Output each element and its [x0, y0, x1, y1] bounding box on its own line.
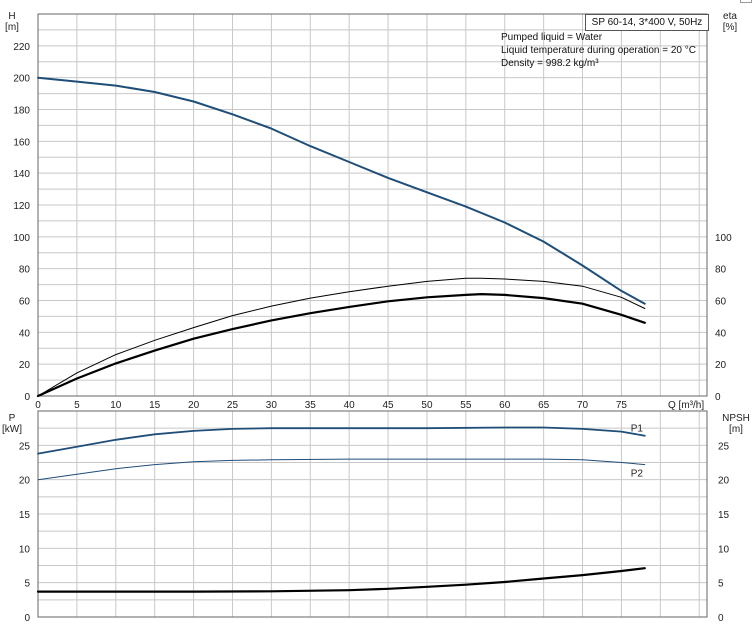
x-tick-label: 15 — [149, 400, 161, 411]
p2-curve — [37, 458, 646, 481]
x-tick-label: 60 — [499, 400, 511, 411]
y-tick-label: 220 — [13, 42, 30, 53]
x-tick-label: 70 — [577, 400, 589, 411]
y-tick-label: 20 — [19, 360, 31, 371]
npsh-curve — [36, 567, 646, 593]
npsh-tick-label: 15 — [718, 510, 730, 521]
y-tick-label: 180 — [13, 106, 30, 117]
liquid-info: Pumped liquid = Water Liquid temperature… — [501, 31, 696, 70]
y2-axis-label-eta: [%] — [723, 22, 738, 33]
p1-curve — [37, 426, 646, 455]
npsh-tick-label: 10 — [718, 544, 730, 555]
power-tick-label: 5 — [24, 579, 30, 590]
x-tick-label: 50 — [421, 400, 433, 411]
lower-plot-frame — [37, 410, 708, 618]
y2-tick-label: 0 — [715, 392, 721, 403]
x-tick-label: 20 — [188, 400, 200, 411]
window-corner-icon — [740, 0, 752, 3]
eta-pump-curve — [37, 277, 646, 397]
y2-tick-label: 80 — [715, 265, 727, 276]
x-tick-label: 35 — [305, 400, 317, 411]
y-tick-label: 120 — [13, 201, 30, 212]
y-tick-label: 140 — [13, 169, 30, 180]
y-axis-label-head: [m] — [5, 22, 19, 33]
y-tick-label: 0 — [24, 392, 30, 403]
y2-tick-label: 40 — [715, 328, 727, 339]
npsh-tick-label: 25 — [718, 441, 730, 452]
pump-title: SP 60-14, 3*400 V, 50Hz — [585, 14, 709, 31]
y2-axis-label-npsh: NPSH — [722, 413, 750, 424]
y-axis-label-power: [kW] — [2, 424, 22, 435]
x-tick-label: 40 — [344, 400, 356, 411]
y-tick-label: 40 — [19, 328, 31, 339]
y2-axis-label-npsh: [m] — [729, 424, 743, 435]
power-tick-label: 10 — [19, 544, 31, 555]
power-tick-label: 15 — [19, 510, 31, 521]
x-tick-label: 0 — [35, 400, 41, 411]
y2-axis-label-eta: eta — [723, 11, 737, 22]
eta-total-curve — [36, 293, 646, 398]
p2-series-label: P2 — [631, 469, 644, 480]
power-tick-label: 25 — [19, 441, 31, 452]
y-axis-label-head: H — [8, 11, 15, 22]
x-tick-label: 45 — [382, 400, 394, 411]
npsh-tick-label: 0 — [718, 613, 724, 624]
y2-tick-label: 60 — [715, 297, 727, 308]
npsh-tick-label: 20 — [718, 476, 730, 487]
y-axis-label-power: P — [9, 413, 16, 424]
power-tick-label: 0 — [24, 613, 30, 624]
pumped-liquid-text: Pumped liquid = Water — [501, 32, 603, 43]
x-axis-label: Q [m³/h] — [668, 400, 704, 411]
x-tick-label: 75 — [616, 400, 628, 411]
head-curve — [37, 76, 646, 305]
power-tick-label: 20 — [19, 476, 31, 487]
liquid-temperature-text: Liquid temperature during operation = 20… — [501, 45, 696, 56]
y2-tick-label: 20 — [715, 360, 727, 371]
y-tick-label: 200 — [13, 74, 30, 85]
npsh-tick-label: 5 — [718, 579, 724, 590]
y-tick-label: 100 — [13, 233, 30, 244]
x-tick-label: 65 — [538, 400, 550, 411]
x-tick-label: 10 — [110, 400, 122, 411]
x-tick-label: 30 — [266, 400, 278, 411]
density-text: Density = 998.2 kg/m³ — [501, 58, 599, 69]
y-tick-label: 80 — [19, 265, 31, 276]
y2-tick-label: 100 — [715, 233, 732, 244]
y-tick-label: 160 — [13, 137, 30, 148]
x-tick-label: 55 — [460, 400, 472, 411]
x-tick-label: 25 — [227, 400, 239, 411]
upper-plot-frame — [37, 13, 708, 397]
x-tick-label: 5 — [74, 400, 80, 411]
p1-series-label: P1 — [631, 424, 644, 435]
y-tick-label: 60 — [19, 297, 31, 308]
